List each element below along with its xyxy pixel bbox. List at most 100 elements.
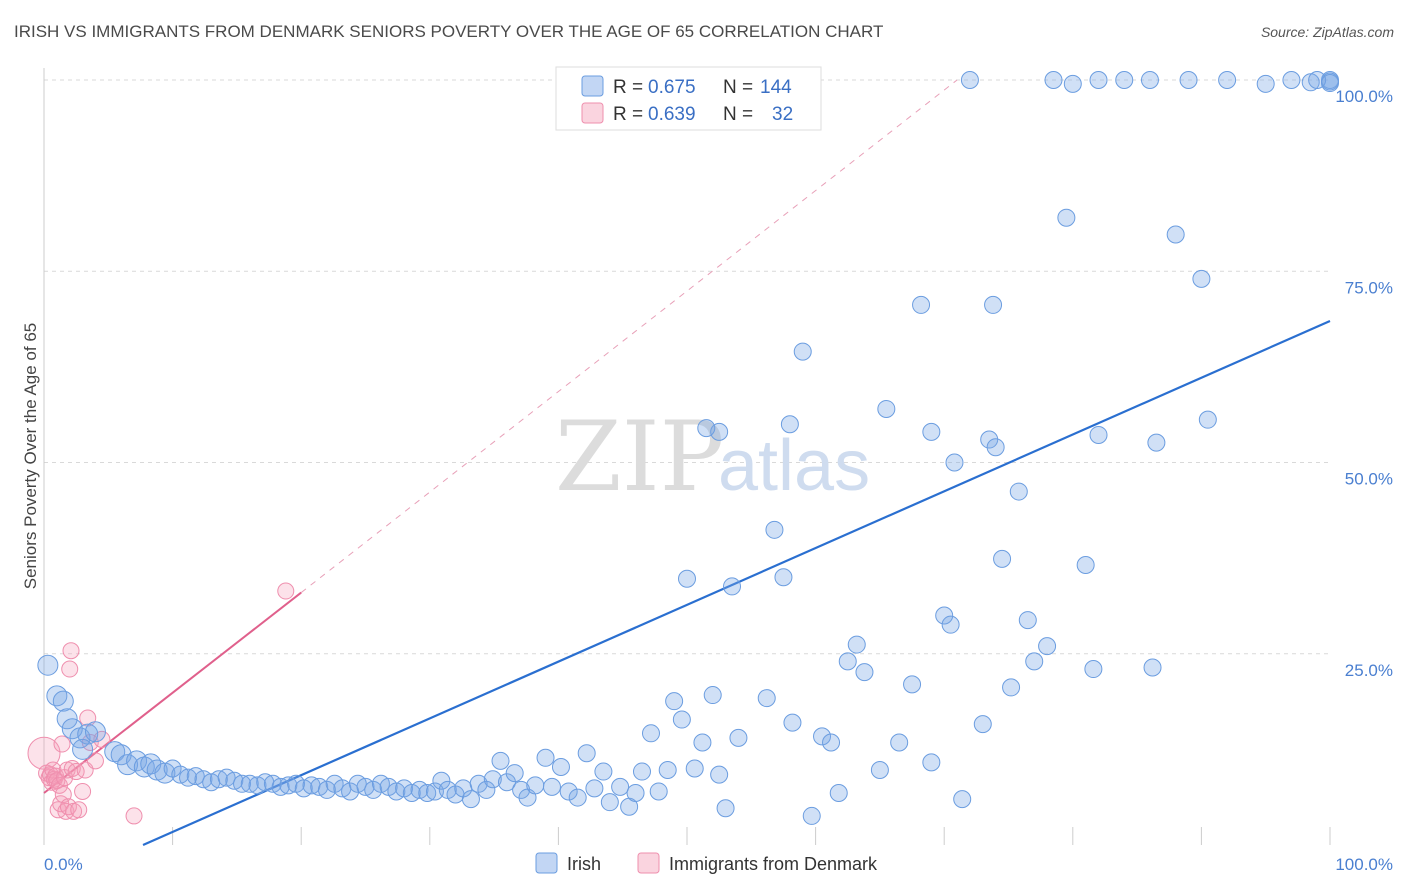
irish-point <box>1057 208 1076 227</box>
stats-legend: R = 0.675 N = 144 R = 0.639 N = 32 <box>555 66 822 131</box>
y-axis-label: Seniors Poverty Over the Age of 65 <box>21 323 40 589</box>
irish-point <box>1147 433 1166 452</box>
denmark-point <box>53 735 71 753</box>
denmark-point <box>277 582 295 600</box>
irish-point <box>649 782 668 801</box>
irish-point <box>418 783 437 802</box>
irish-point <box>685 759 704 778</box>
trend-lines <box>43 79 1331 847</box>
legend-label-irish: Irish <box>567 854 601 874</box>
irish-point <box>84 721 106 743</box>
legend-swatch-irish-bottom <box>535 852 558 874</box>
irish-point <box>52 690 74 712</box>
irish-point <box>56 708 78 730</box>
legend-denmark-r-value: 0.639 <box>648 104 696 125</box>
irish-point <box>1198 410 1217 429</box>
irish-point <box>37 654 59 676</box>
legend-denmark-n-value: 32 <box>772 104 793 125</box>
irish-point <box>233 774 252 793</box>
irish-point <box>271 777 290 796</box>
irish-point <box>483 770 502 789</box>
irish-point <box>542 777 561 796</box>
irish-point <box>1002 678 1021 697</box>
legend-irish-n-label: N = <box>723 77 753 98</box>
irish-point <box>1044 71 1063 89</box>
irish-point <box>855 663 874 682</box>
irish-point <box>665 692 684 711</box>
irish-point <box>600 793 619 812</box>
irish-point <box>993 549 1012 568</box>
legend-irish-r-value: 0.675 <box>648 77 696 98</box>
irish-point <box>822 733 841 752</box>
irish-point <box>240 774 259 793</box>
irish-point <box>877 399 896 418</box>
irish-point <box>505 764 524 783</box>
irish-point <box>551 757 570 776</box>
y-tick-label-3: 100.0% <box>1335 87 1393 106</box>
irish-point <box>179 768 198 787</box>
legend-denmark-r-label: R = <box>613 104 643 125</box>
y-tick-label-2: 75.0% <box>1345 278 1393 297</box>
legend-swatch-denmark-bottom <box>637 852 660 874</box>
irish-point <box>953 790 972 809</box>
legend-swatch-denmark <box>581 102 604 124</box>
denmark-point <box>61 660 79 678</box>
irish-point <box>710 765 729 784</box>
irish-trend-line <box>142 319 1331 847</box>
irish-point <box>697 419 716 438</box>
irish-point <box>1115 71 1134 89</box>
y-tick-label-0: 25.0% <box>1345 661 1393 680</box>
irish-point <box>774 568 793 587</box>
irish-point <box>1192 269 1211 288</box>
irish-point <box>1089 71 1108 89</box>
irish-point <box>1143 658 1162 677</box>
irish-point <box>716 799 735 818</box>
irish-point <box>890 733 909 752</box>
denmark-point <box>86 752 104 770</box>
denmark-point <box>67 763 85 781</box>
irish-point <box>1179 71 1198 89</box>
y-axis-ticks: 25.0% 50.0% 75.0% 100.0% <box>1335 87 1393 680</box>
irish-point <box>870 761 889 780</box>
irish-point <box>829 783 848 802</box>
denmark-point <box>70 801 88 819</box>
irish-point <box>903 675 922 694</box>
irish-point <box>632 762 651 781</box>
irish-point <box>1018 611 1037 630</box>
irish-point <box>802 806 821 825</box>
irish-point <box>1038 637 1057 656</box>
irish-point <box>838 652 857 671</box>
irish-point <box>133 756 155 778</box>
irish-point <box>526 776 545 795</box>
irish-point <box>461 790 480 809</box>
watermark-zip: ZIP <box>555 401 724 513</box>
y-tick-label-1: 50.0% <box>1345 470 1393 489</box>
irish-point <box>1140 71 1159 89</box>
irish-point <box>279 776 298 795</box>
irish-point <box>1084 660 1103 679</box>
irish-point <box>729 728 748 747</box>
irish-point <box>922 753 941 772</box>
irish-point <box>568 788 587 807</box>
legend-irish-n-value: 144 <box>760 77 792 98</box>
denmark-point <box>59 798 77 816</box>
irish-point <box>703 686 722 705</box>
irish-point <box>847 635 866 654</box>
denmark-trend-line <box>43 591 302 794</box>
irish-point <box>672 710 691 729</box>
irish-point <box>626 783 645 802</box>
irish-point <box>1256 74 1275 93</box>
irish-point <box>594 762 613 781</box>
irish-point <box>432 771 451 790</box>
irish-point <box>960 71 979 89</box>
irish-point <box>1025 652 1044 671</box>
irish-points <box>37 71 1339 825</box>
denmark-trend-extension <box>300 79 958 593</box>
irish-point <box>611 777 630 796</box>
irish-point <box>935 606 954 625</box>
series-legend: Irish Immigrants from Denmark <box>535 852 878 874</box>
irish-point <box>1166 225 1185 244</box>
irish-point <box>1076 556 1095 575</box>
denmark-point <box>62 642 80 660</box>
